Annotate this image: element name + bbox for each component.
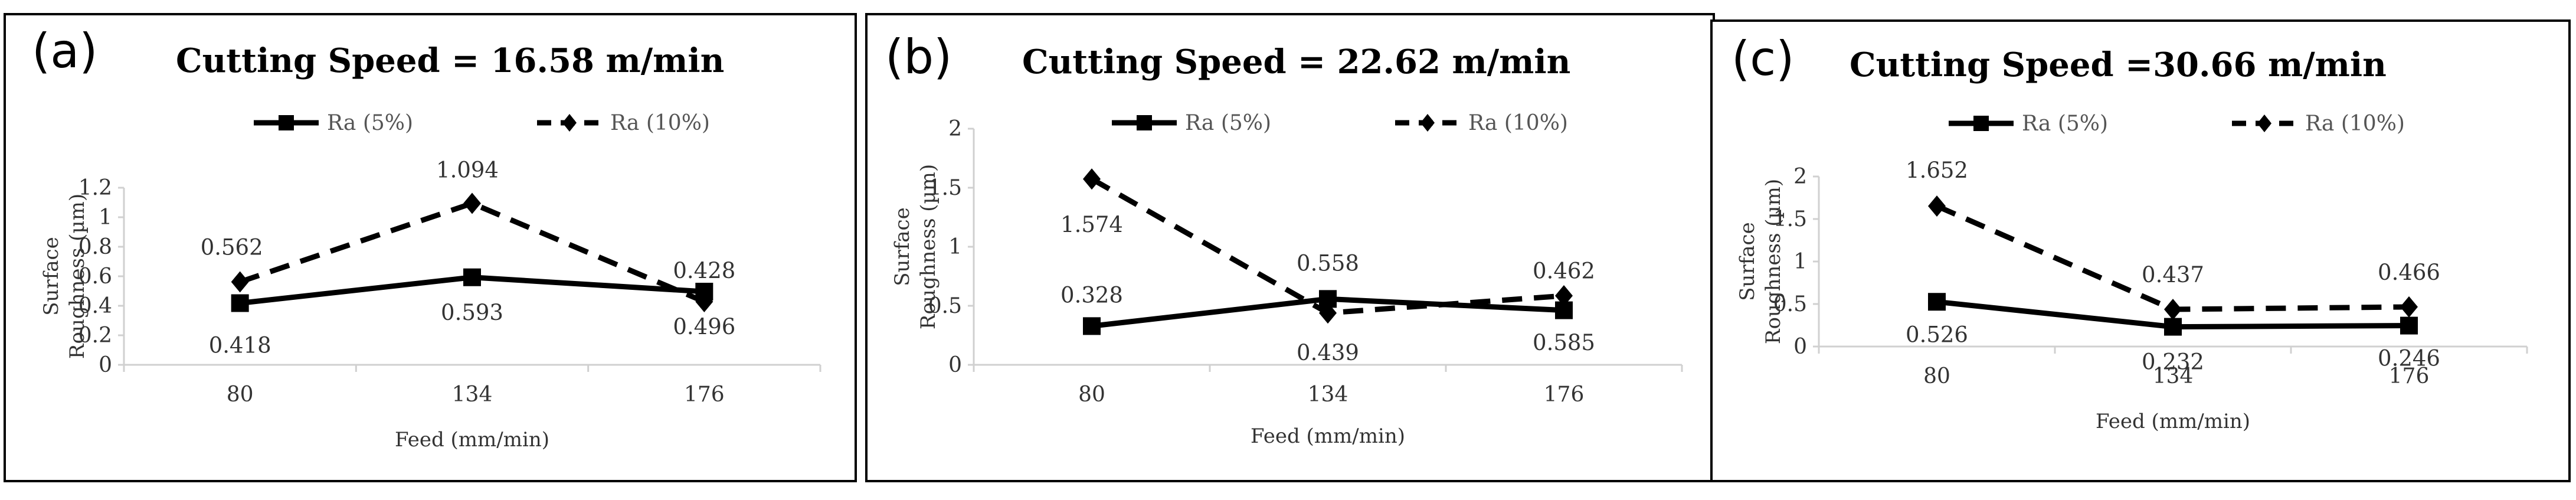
data-label: 0.462	[1533, 259, 1595, 284]
legend-label: Ra (10%)	[1468, 111, 1568, 135]
series-line-2	[239, 201, 706, 305]
chart-title: Cutting Speed = 16.58 m/min	[176, 41, 725, 80]
legend-diamond-marker	[562, 114, 577, 132]
y-axis-title-line: Surface	[891, 207, 914, 286]
series-line-2	[1936, 203, 2410, 312]
y-axis-title: Surface Roughness (µm)	[891, 164, 940, 329]
data-label: 0.593	[441, 300, 503, 325]
legend-label: Ra (5%)	[2022, 112, 2108, 136]
square-marker	[2164, 318, 2182, 336]
y-tick-label: 1	[1793, 250, 1807, 274]
x-axis-title: Feed (mm/min)	[2096, 410, 2250, 433]
data-label: 0.526	[1906, 322, 1968, 347]
y-axis-title-line: Surface	[40, 237, 63, 315]
chart-title: Cutting Speed = 22.62 m/min	[1022, 43, 1571, 81]
diamond-marker	[463, 192, 481, 214]
x-tick-label: 134	[1308, 383, 1348, 407]
chart-panel-c: (c) Cutting Speed =30.66 m/min 0 0.5 1 1.5 2…	[1710, 19, 2571, 482]
square-marker	[1928, 293, 1946, 311]
legend-square-marker	[1973, 116, 1989, 131]
diamond-marker	[2400, 296, 2418, 318]
y-tick-label: 0.2	[78, 323, 112, 348]
data-label: 0.562	[201, 235, 263, 260]
x-axis-title: Feed (mm/min)	[395, 428, 549, 452]
chart-panel-a: (a) Cutting Speed = 16.58 m/min 0 0.2 0.4 0…	[4, 13, 857, 482]
data-label: 0.437	[2142, 262, 2204, 287]
data-label: 0.496	[673, 314, 735, 339]
data-label: 1.094	[436, 158, 499, 183]
y-tick-label: 0.5	[1773, 292, 1807, 316]
square-marker	[1083, 317, 1101, 335]
chart-title: Cutting Speed =30.66 m/min	[1850, 45, 2387, 84]
data-label: 0.466	[2378, 260, 2440, 285]
chart-plot-a: 0 0.2 0.4 0.6 0.8 1 1.2 80 134 176 Feed (mm/min) Su…	[40, 111, 821, 452]
data-label: 0.439	[1297, 340, 1359, 365]
y-tick-label: 1	[99, 205, 112, 230]
y-tick-label: 1.2	[78, 176, 112, 200]
data-label: 1.574	[1060, 212, 1123, 237]
data-label: 0.428	[673, 258, 735, 283]
x-tick-label: 134	[452, 383, 493, 407]
x-tick-label: 134	[2153, 364, 2194, 388]
y-tick-label: 1.5	[1773, 207, 1807, 231]
y-tick-label: 0	[99, 353, 112, 377]
y-tick-label: 2	[1793, 165, 1807, 189]
diamond-marker	[1083, 168, 1101, 190]
x-tick-label: 176	[2389, 364, 2430, 388]
data-label: 0.328	[1060, 282, 1123, 308]
y-axis-title-line: Surface	[1736, 222, 1759, 300]
x-tick-label: 176	[1544, 383, 1585, 407]
x-tick-label: 80	[1923, 364, 1950, 388]
chart-plot-b: 0 0.5 1 1.5 2 80 134 176 Feed (mm/min) Surface Rou…	[891, 111, 1683, 448]
y-tick-label: 1.5	[928, 176, 962, 200]
legend-label: Ra (10%)	[2305, 112, 2405, 136]
x-tick-label: 80	[1078, 383, 1105, 407]
y-tick-label: 0.8	[78, 235, 112, 259]
legend-label: Ra (5%)	[327, 111, 413, 135]
panel-label: (c)	[1731, 31, 1795, 86]
y-axis-title: Surface Roughness (µm)	[1736, 179, 1785, 344]
diamond-marker	[231, 271, 249, 293]
y-tick-label: 0.5	[928, 294, 962, 318]
panel-label: (a)	[32, 24, 98, 79]
legend-diamond-marker	[2257, 115, 2271, 132]
legend-diamond-marker	[1420, 114, 1435, 132]
diamond-marker	[1928, 195, 1946, 217]
data-label: 0.418	[209, 333, 271, 358]
square-marker	[231, 294, 249, 312]
y-tick-label: 0.4	[78, 294, 112, 318]
y-tick-label: 1	[948, 235, 962, 259]
y-tick-label: 0	[948, 353, 962, 377]
square-marker	[463, 268, 481, 286]
square-marker	[2400, 316, 2418, 335]
legend-square-marker	[279, 115, 294, 130]
data-label: 0.246	[2378, 346, 2440, 371]
diamond-marker	[695, 291, 713, 312]
legend-square-marker	[1137, 115, 1152, 130]
y-tick-label: 0.6	[78, 264, 112, 289]
y-axis-title-line: Roughness (µm)	[917, 164, 940, 329]
data-label: 0.232	[2142, 349, 2204, 375]
diamond-marker	[1319, 302, 1337, 324]
y-tick-label: 0	[1793, 335, 1807, 359]
legend-label: Ra (5%)	[1185, 111, 1271, 135]
x-axis-title: Feed (mm/min)	[1251, 424, 1405, 448]
x-tick-label: 176	[684, 383, 725, 407]
data-label: 1.652	[1906, 158, 1968, 183]
diamond-marker	[2164, 299, 2182, 321]
y-axis-title-line: Roughness (µm)	[66, 194, 89, 359]
chart-plot-c: 0 0.5 1 1.5 2 80 134 176 Feed (mm/min) Surface Rou…	[1736, 112, 2528, 433]
legend-label: Ra (10%)	[610, 111, 710, 135]
y-axis-title-line: Roughness (µm)	[1762, 179, 1785, 344]
chart-panel-b: (b) Cutting Speed = 22.62 m/min 0 0.5 1 1.5…	[865, 13, 1715, 482]
diamond-marker	[1555, 285, 1573, 306]
panel-label: (b)	[885, 30, 953, 84]
data-label: 0.585	[1533, 330, 1595, 355]
y-axis-title: Surface Roughness (µm)	[40, 194, 89, 359]
y-tick-label: 2	[948, 117, 962, 141]
x-tick-label: 80	[227, 383, 254, 407]
data-label: 0.558	[1297, 250, 1359, 276]
